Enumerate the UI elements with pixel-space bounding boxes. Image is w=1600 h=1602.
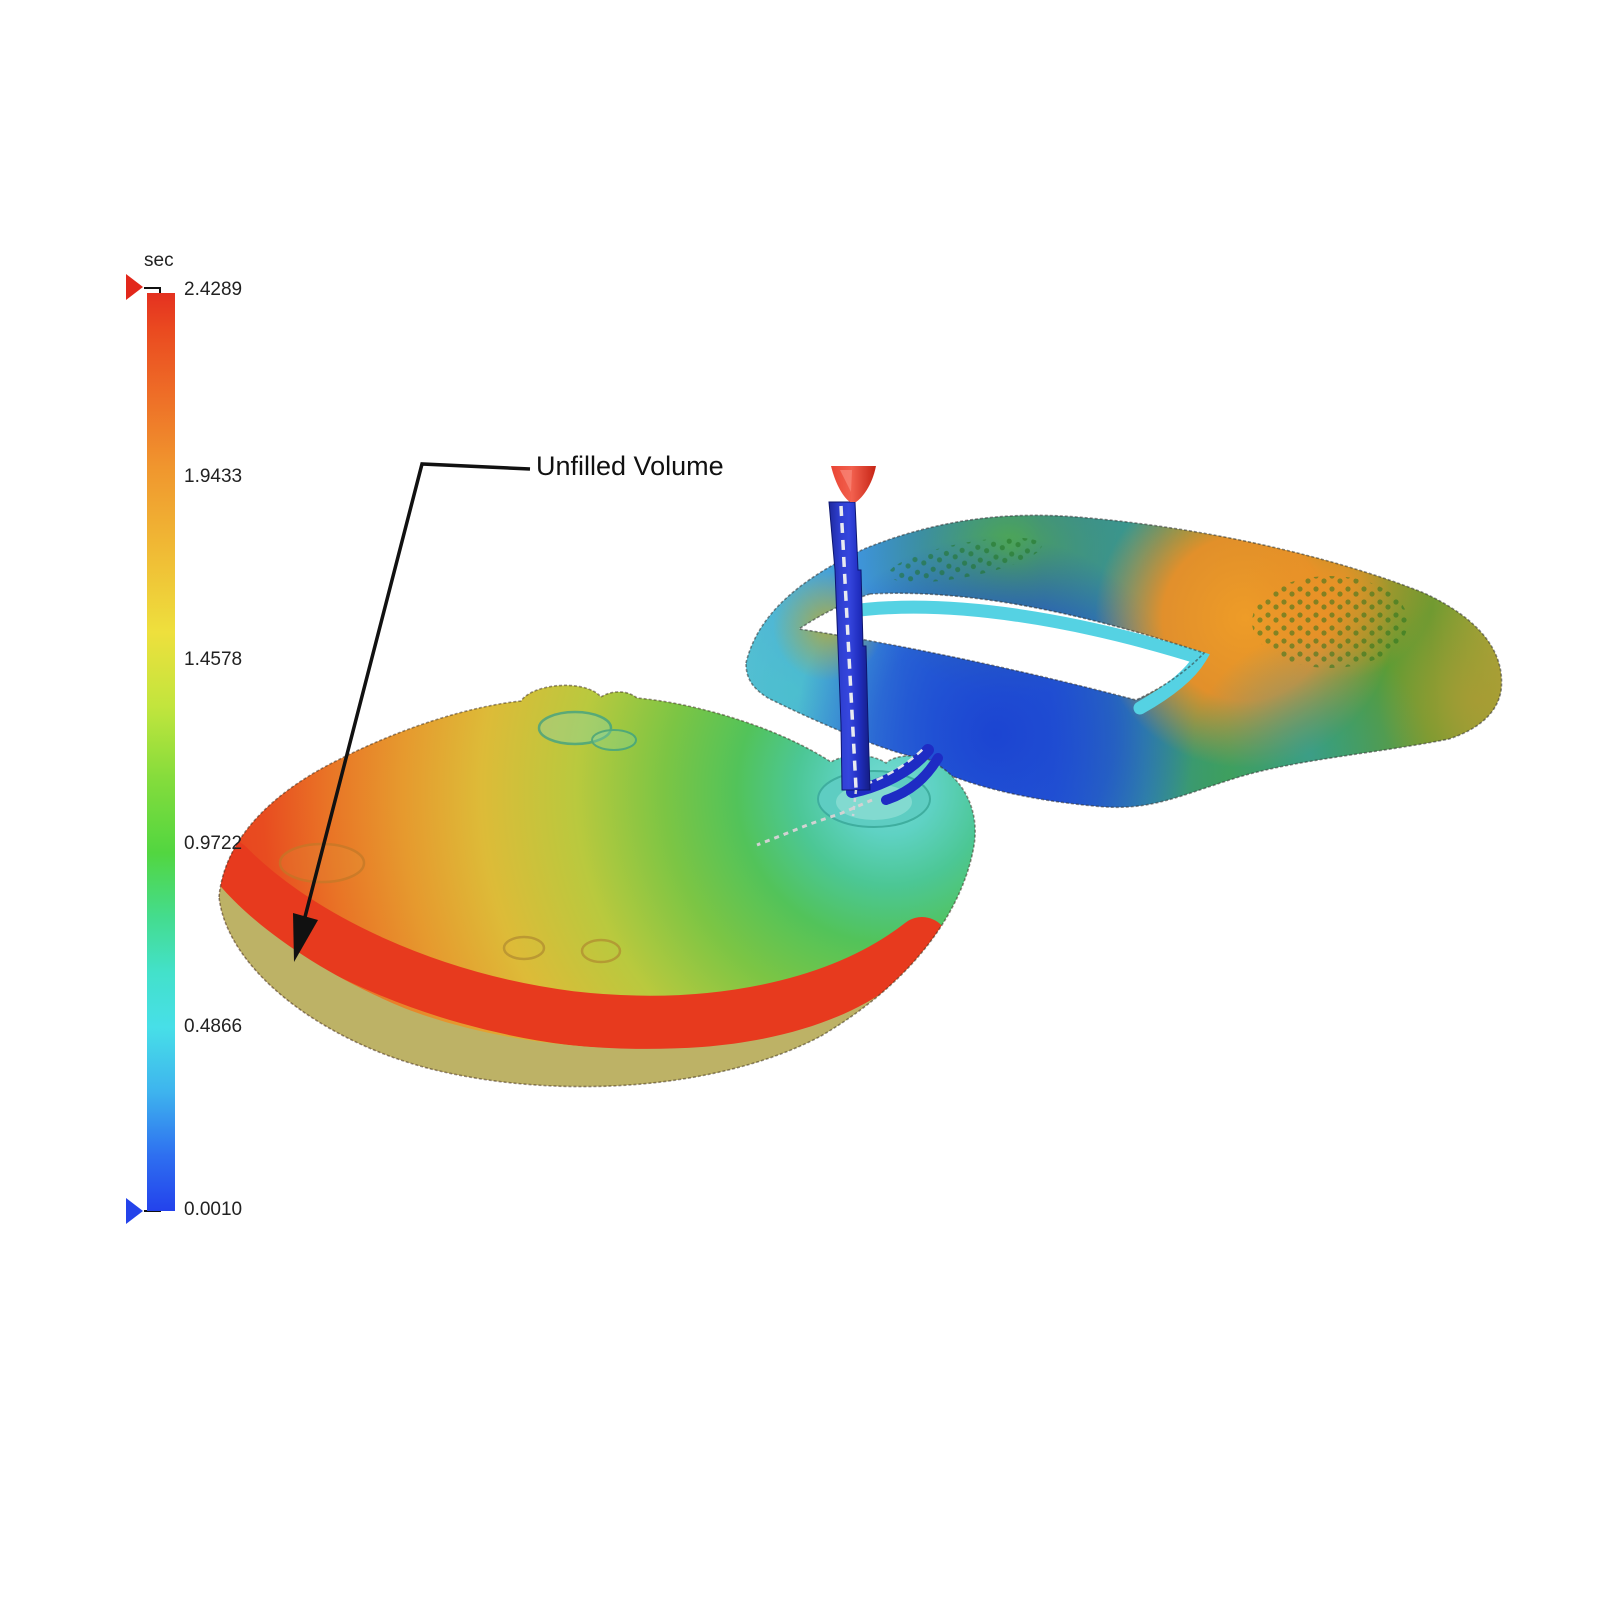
- tick-4: 0.9722: [184, 833, 243, 854]
- tick-min: 0.0010: [184, 1199, 243, 1220]
- speaker-dots-top: [888, 537, 1042, 583]
- unfilled-volume-label: Unfilled Volume: [536, 451, 724, 481]
- flow-front-red-band: [219, 839, 949, 1050]
- boss-rings: [278, 710, 637, 964]
- runner-flow-dashes: [853, 747, 925, 790]
- sprue: [828, 501, 871, 791]
- max-range-handle-icon[interactable]: [126, 274, 143, 300]
- window-rim: [838, 600, 1210, 715]
- min-range-handle-icon[interactable]: [126, 1198, 143, 1224]
- arrowhead-icon: [293, 913, 318, 962]
- sprue-centerline-dashes: [839, 505, 858, 789]
- flow-path-dashes: [756, 798, 873, 847]
- tick-5: 0.4866: [184, 1016, 243, 1037]
- tick-3: 1.4578: [184, 649, 243, 670]
- legend-unit-label: sec: [144, 250, 174, 271]
- bottom-base-part: [218, 684, 976, 1088]
- colorbar: [147, 293, 175, 1211]
- leader-line: [293, 462, 531, 962]
- speaker-dots-right: [1252, 576, 1408, 668]
- tick-2: 1.9433: [184, 466, 243, 487]
- tick-max: 2.4289: [184, 279, 243, 300]
- sprue-inlet-cone-icon: [831, 466, 876, 502]
